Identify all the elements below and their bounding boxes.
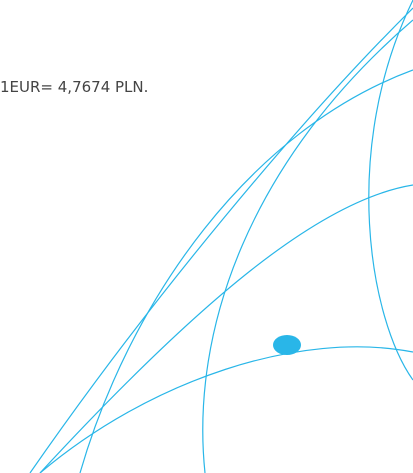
exchange-rate: 1EUR= 4,7674 PLN. (0, 78, 149, 96)
curve (368, 0, 413, 381)
curve (79, 69, 413, 473)
curve (39, 346, 413, 473)
curve (202, 19, 413, 473)
curve (29, 7, 413, 473)
dot (273, 335, 301, 355)
curve (39, 184, 413, 473)
